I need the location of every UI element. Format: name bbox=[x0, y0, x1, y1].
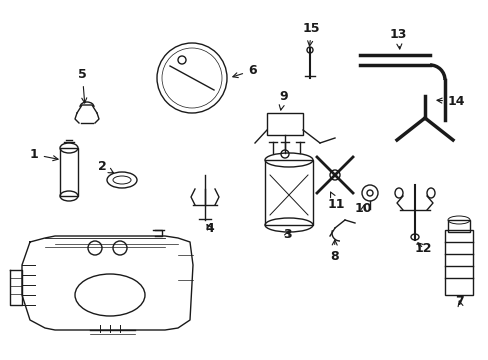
Bar bbox=[444, 230, 472, 295]
Text: 15: 15 bbox=[303, 22, 320, 46]
Text: 8: 8 bbox=[329, 240, 338, 263]
Text: 3: 3 bbox=[283, 228, 291, 241]
Text: 1: 1 bbox=[30, 148, 58, 161]
Text: 4: 4 bbox=[204, 222, 213, 235]
Bar bbox=[264, 160, 312, 225]
Text: 2: 2 bbox=[98, 160, 113, 173]
Bar bbox=[60, 148, 78, 196]
Text: 13: 13 bbox=[389, 28, 407, 49]
Text: 10: 10 bbox=[354, 202, 372, 215]
Text: 6: 6 bbox=[232, 64, 256, 78]
Text: 14: 14 bbox=[436, 95, 465, 108]
Text: 11: 11 bbox=[327, 192, 345, 211]
Bar bbox=[447, 220, 469, 232]
Text: 9: 9 bbox=[279, 90, 287, 110]
Text: 12: 12 bbox=[414, 242, 431, 255]
Bar bbox=[266, 113, 303, 135]
Text: 5: 5 bbox=[78, 68, 86, 103]
Circle shape bbox=[329, 170, 339, 180]
Text: 7: 7 bbox=[454, 295, 463, 308]
